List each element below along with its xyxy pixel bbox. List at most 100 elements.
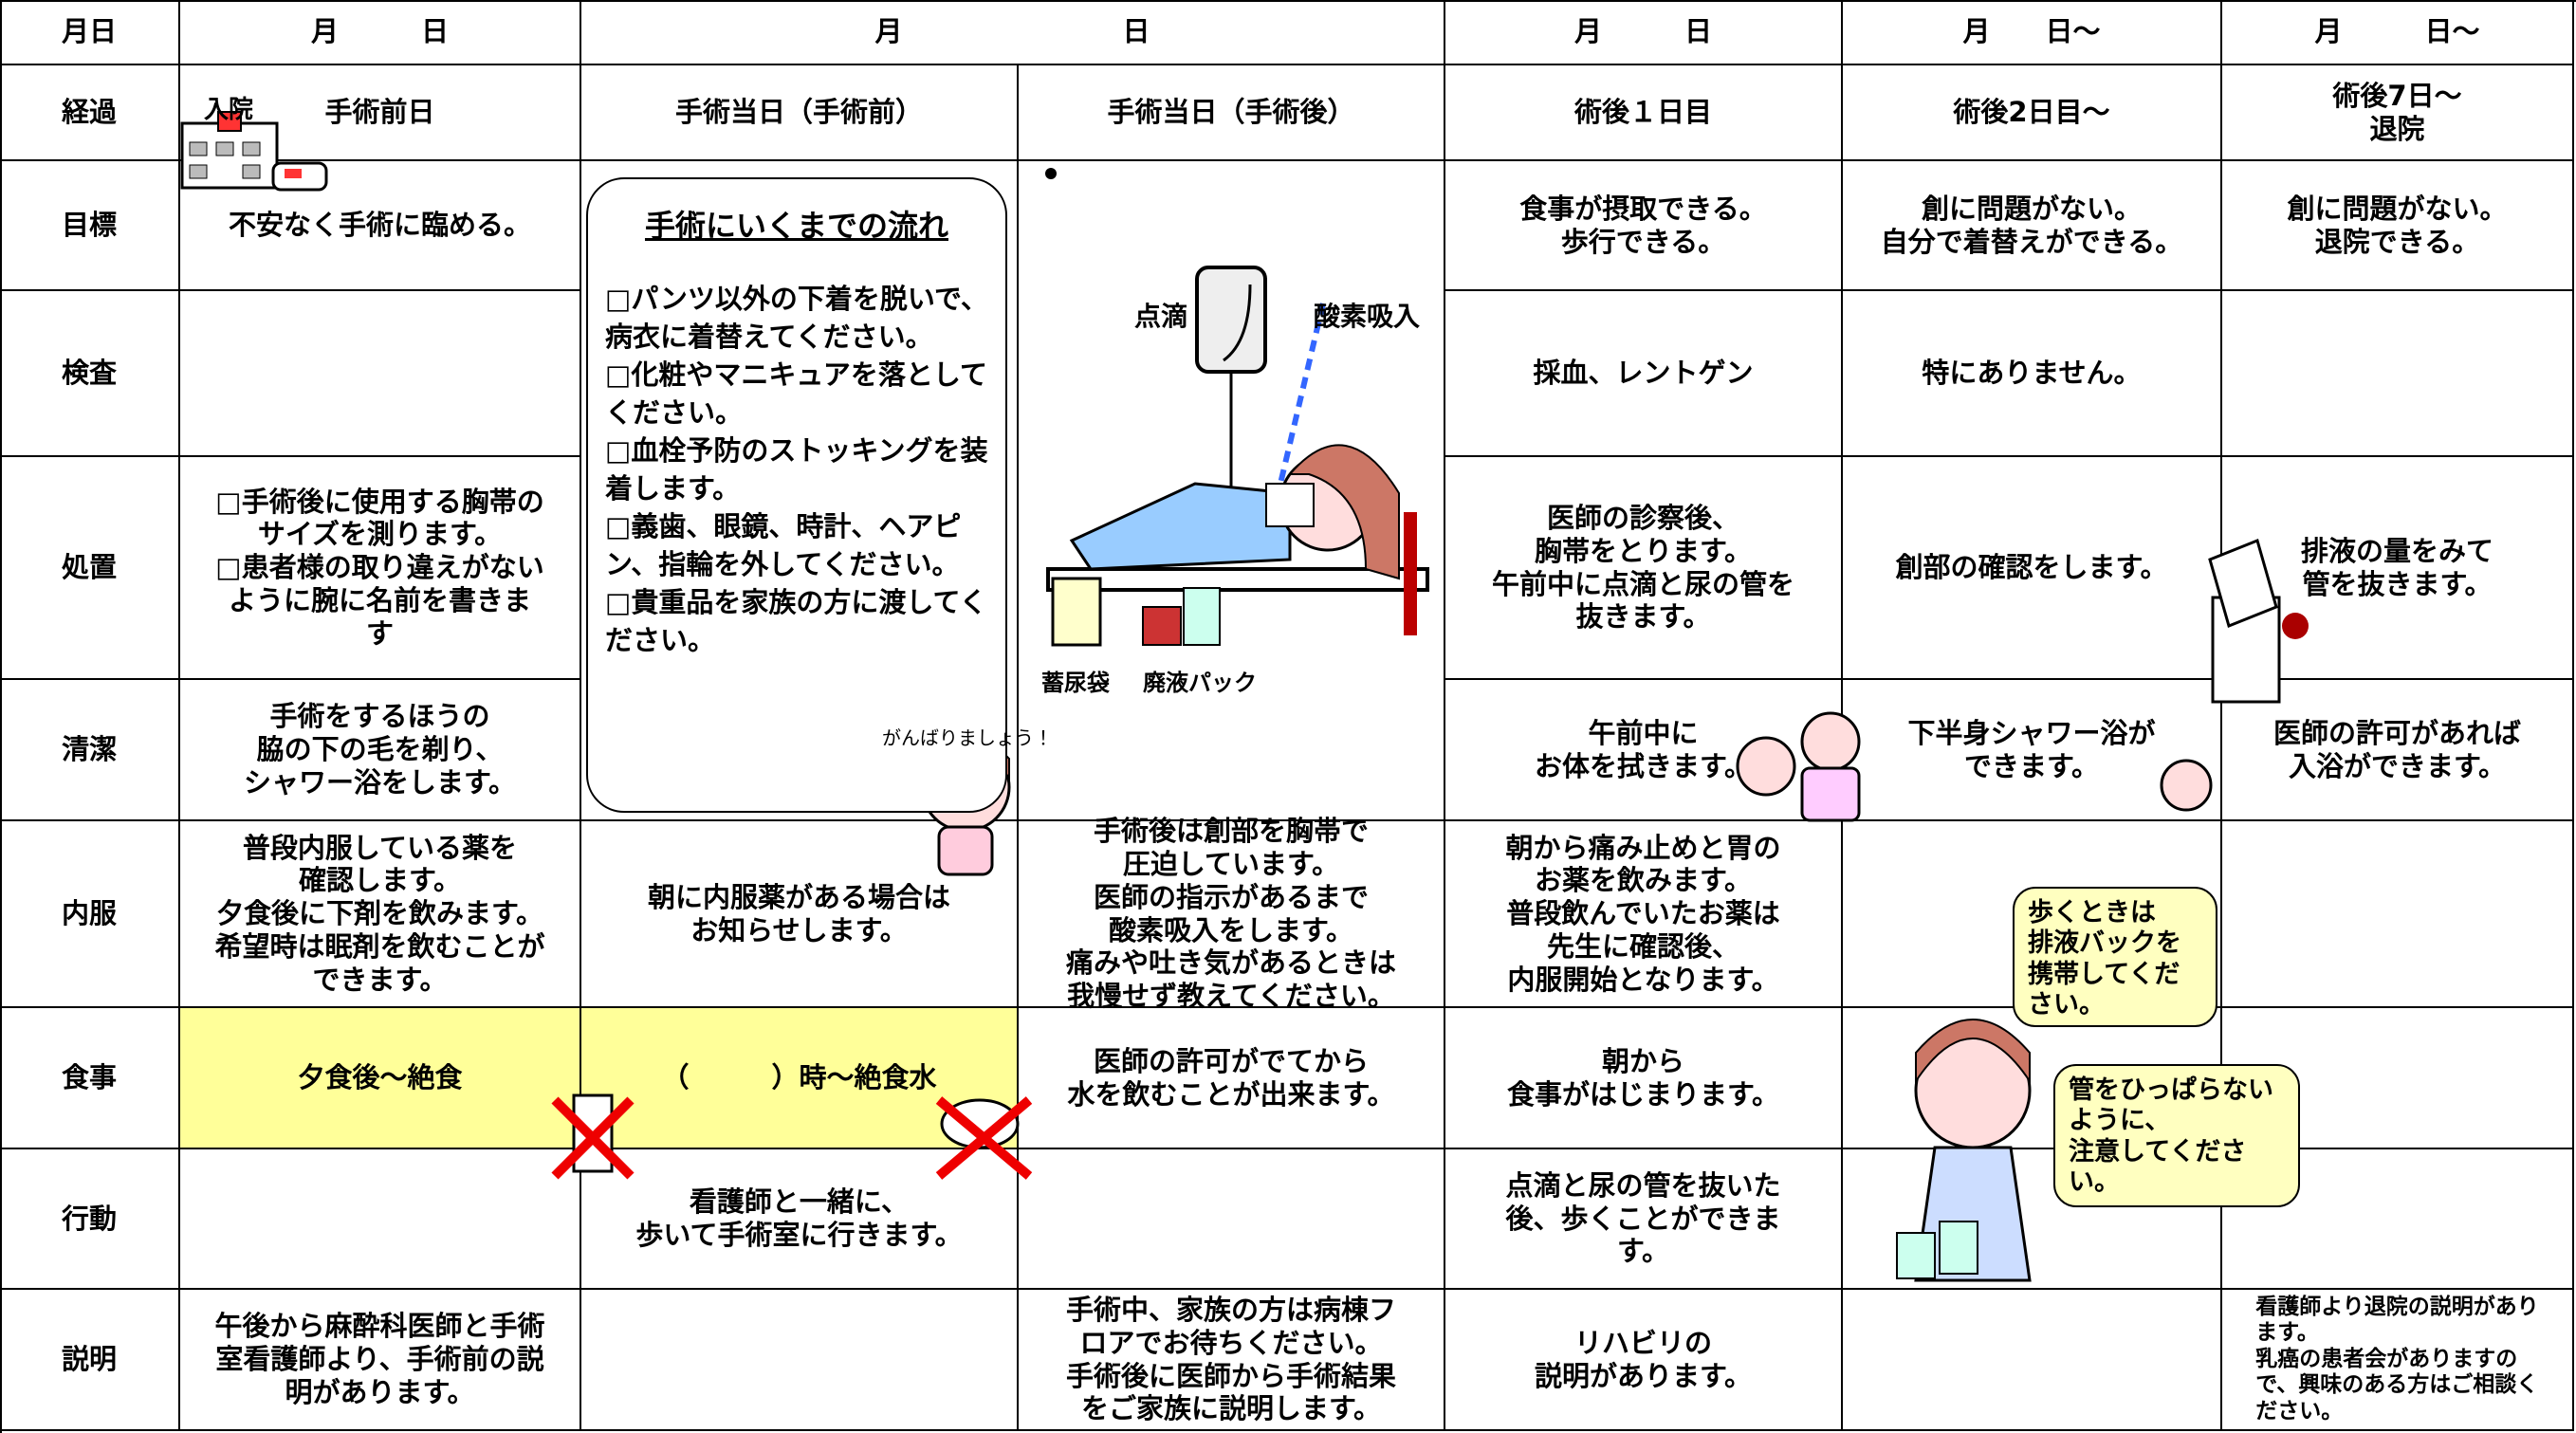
row-label-text: 清潔 <box>61 733 117 766</box>
table-cell: 創に問題がない。 自分で着替えができる。 <box>1843 161 2222 291</box>
header-date-text: 月 日 <box>310 15 449 48</box>
merged-cell <box>1019 161 1445 821</box>
table-cell: 術後１日目 <box>1445 65 1843 161</box>
table-cell: 創部の確認をします。 <box>1843 457 2222 680</box>
table-cell-text: 術後2日目～ <box>1953 96 2110 129</box>
table-cell: 食事が摂取できる。 歩行できる。 <box>1445 161 1843 291</box>
header-date-text: 月 日 <box>1573 15 1712 48</box>
table-cell-text: 術後１日目 <box>1573 96 1712 129</box>
oxygen-label: 酸素吸入 <box>1314 301 1421 332</box>
table-cell: 下半身シャワー浴が できます。 <box>1843 680 2222 821</box>
row-label-text: 行動 <box>61 1202 117 1235</box>
nurse-illustration <box>1736 711 2213 822</box>
table-cell: 創に問題がない。 退院できる。 <box>2222 161 2574 291</box>
cheer-label: がんばりましょう！ <box>882 726 1053 749</box>
table-cell-text: 夕食後～絶食 <box>297 1061 463 1094</box>
row-label-text: 経過 <box>61 96 117 129</box>
flow-items: □パンツ以外の下着を脱いで、病衣に着替えてください。 □化粧やマニキュアを落として… <box>605 280 988 659</box>
header-date: 月 日 <box>180 0 581 65</box>
table-cell-text: 朝に内服薬がある場合は お知らせします。 <box>647 880 950 946</box>
table-cell: 看護師と一緒に、 歩いて手術室に行きます。 <box>581 1149 1019 1290</box>
table-cell: 看護師より退院の説明があり ます。 乳癌の患者会がありますの で、興味のある方は… <box>2222 1290 2574 1431</box>
table-cell: 手術当日（手術後） <box>1019 65 1445 161</box>
table-cell <box>1843 1290 2222 1431</box>
row-label: 説明 <box>0 1290 180 1431</box>
table-cell-text: 採血、レントゲン <box>1533 357 1754 390</box>
flow-item: □血栓予防のストッキングを装着します。 <box>605 434 988 505</box>
table-cell: 午前中に お体を拭きます。 <box>1445 680 1843 821</box>
walking-girl-illustration <box>1896 1019 2032 1282</box>
table-cell-text: 手術をするほうの 脇の下の毛を剃り、 シャワー浴をします。 <box>243 700 517 799</box>
row-label: 処置 <box>0 457 180 680</box>
table-cell: リハビリの 説明があります。 <box>1445 1290 1843 1431</box>
table-cell <box>2222 821 2574 1008</box>
table-cell: 夕食後～絶食 <box>180 1008 581 1149</box>
row-label-text: 食事 <box>61 1061 117 1094</box>
admission-label: 入院 <box>204 96 254 124</box>
hospital-icon <box>180 111 328 192</box>
table-cell <box>1019 1149 1445 1290</box>
table-cell <box>2222 1149 2574 1290</box>
table-cell <box>1843 1149 2222 1290</box>
table-cell: 普段内服している薬を 確認します。 夕食後に下剤を飲みます。 希望時は眠剤を飲む… <box>180 821 581 1008</box>
table-cell: 採血、レントゲン <box>1445 291 1843 457</box>
table-cell: 特にありません。 <box>1843 291 2222 457</box>
table-cell: 不安なく手術に臨める。 <box>180 161 581 291</box>
table-cell: 手術当日（手術前） <box>581 65 1019 161</box>
table-cell-text: □手術後に使用する胸帯の サイズを測ります。 □患者様の取り違えがない ように腕… <box>215 485 544 650</box>
row-label-text: 目標 <box>61 209 117 242</box>
row-label-text: 処置 <box>61 551 117 584</box>
table-cell-text: 午前中に お体を拭きます。 <box>1534 716 1753 782</box>
header-date-text: 月 日 <box>874 15 1150 48</box>
flow-item: □義歯、眼鏡、時計、ヘアピン、指輪を外してください。 <box>605 510 962 581</box>
row-label: 経過 <box>0 65 180 161</box>
row-label: 清潔 <box>0 680 180 821</box>
drain-pack-label: 廃液パック <box>1143 670 1257 696</box>
table-cell: 手術前日 <box>180 65 581 161</box>
table-cell: 医師の許可があれば 入浴ができます。 <box>2222 680 2574 821</box>
merged-cell <box>581 161 1019 821</box>
drip-label: 点滴 <box>1134 301 1188 332</box>
header-date: 月 日～ <box>2222 0 2574 65</box>
table-cell-text: 医師の診察後、 胸帯をとります。 午前中に点滴と尿の管を 抜きます。 <box>1491 501 1794 634</box>
table-cell-text: 特にありません。 <box>1922 357 2142 390</box>
row-label-text: 説明 <box>61 1343 117 1376</box>
table-cell: 点滴と尿の管を抜いた 後、歩くことができま す。 <box>1445 1149 1843 1290</box>
table-cell <box>2222 1008 2574 1149</box>
table-cell <box>180 291 581 457</box>
table-cell-text: 手術中、家族の方は病棟フ ロアでお待ちください。 手術後に医師から手術結果 をご… <box>1065 1293 1396 1425</box>
table-cell-text: 手術後は創部を胸帯で 圧迫しています。 医師の指示があるまで 酸素吸入をします。… <box>1065 815 1396 1013</box>
header-label: 月日 <box>0 0 180 65</box>
table-cell <box>180 1149 581 1290</box>
no-eating-marks <box>551 1093 1033 1180</box>
table-cell-text: 点滴と尿の管を抜いた 後、歩くことができま す。 <box>1505 1168 1781 1268</box>
table-cell-text: 手術前日 <box>324 96 435 129</box>
table-cell: □手術後に使用する胸帯の サイズを測ります。 □患者様の取り違えがない ように腕… <box>180 457 581 680</box>
urine-bag-label: 蓄尿袋 <box>1041 670 1110 696</box>
table-cell-text: 午後から麻酔科医師と手術 室看護師より、手術前の説 明があります。 <box>214 1310 545 1408</box>
table-cell-text: 創に問題がない。 自分で着替えができる。 <box>1880 192 2183 258</box>
table-cell-text: 排液の量をみて 管を抜きます。 <box>2300 534 2493 600</box>
flow-box: 手術にいくまでの流れ □パンツ以外の下着を脱いで、病衣に着替えてください。 □化粧… <box>586 177 1007 813</box>
flow-item: □貴重品を家族の方に渡してください。 <box>605 586 987 657</box>
row-label: 目標 <box>0 161 180 291</box>
table-cell: 手術中、家族の方は病棟フ ロアでお待ちください。 手術後に医師から手術結果 をご… <box>1019 1290 1445 1431</box>
header-label-text: 月日 <box>61 15 117 48</box>
header-date: 月 日 <box>1445 0 1843 65</box>
patient-illustration <box>1045 168 1429 647</box>
row-label-text: 内服 <box>61 897 117 930</box>
header-date: 月 日 <box>581 0 1445 65</box>
table-cell: 排液の量をみて 管を抜きます。 <box>2222 457 2574 680</box>
header-date-text: 月 日～ <box>1962 15 2101 48</box>
header-date-text: 月 日～ <box>2314 15 2480 48</box>
table-cell-text: 医師の許可がでてから 水を飲むことが出来ます。 <box>1067 1044 1395 1111</box>
table-cell-text: 食事が摂取できる。 歩行できる。 <box>1519 192 1767 258</box>
table-cell-text: 朝から 食事がはじまります。 <box>1506 1044 1780 1111</box>
table-cell-text: 看護師より退院の説明があり ます。 乳癌の患者会がありますの で、興味のある方は… <box>2255 1294 2539 1424</box>
table-cell-text: 不安なく手術に臨める。 <box>228 209 531 242</box>
document-illustration <box>2208 538 2309 704</box>
table-cell: 術後7日～ 退院 <box>2222 65 2574 161</box>
flow-item: □化粧やマニキュアを落としてください。 <box>605 358 987 430</box>
